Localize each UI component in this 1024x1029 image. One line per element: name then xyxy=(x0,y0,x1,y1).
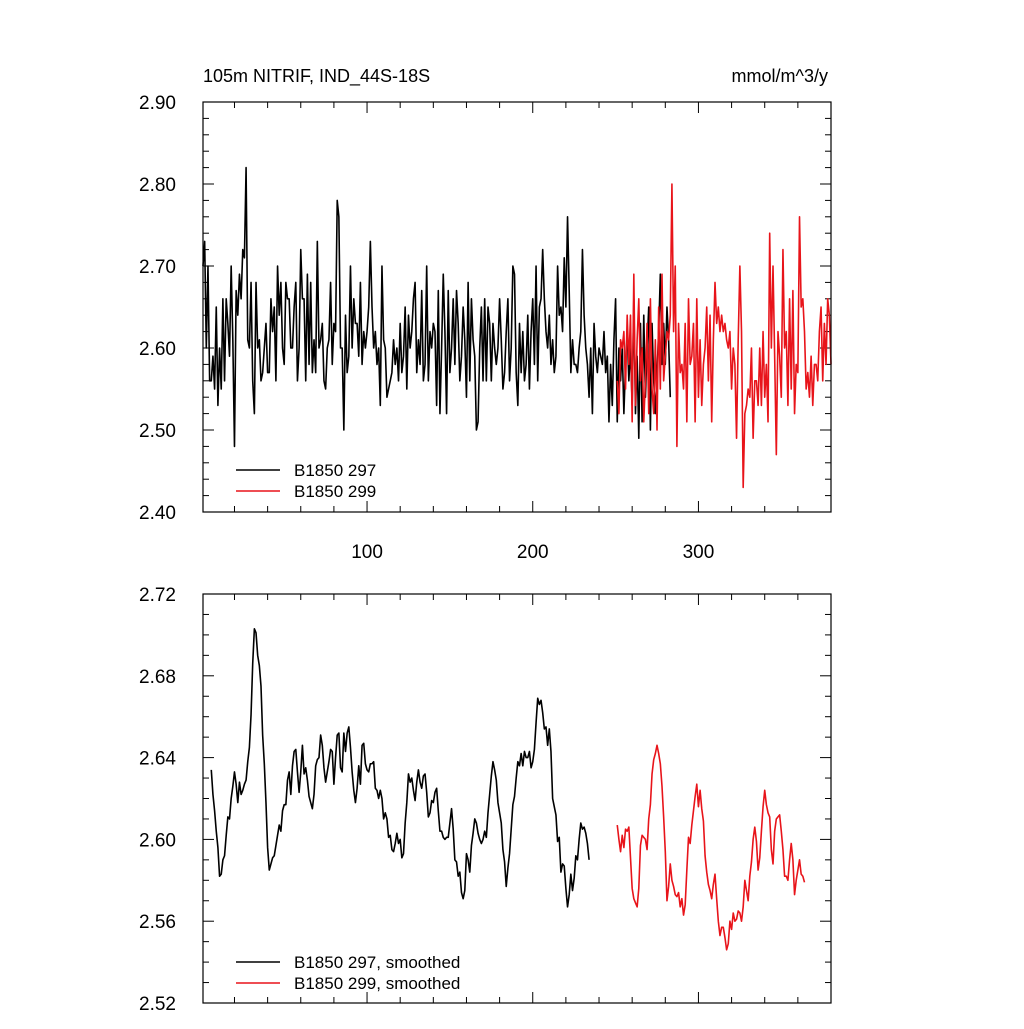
y-tick-label: 2.70 xyxy=(139,257,176,278)
series-line-0 xyxy=(210,627,590,908)
x-tick-label: 300 xyxy=(683,542,715,563)
y-tick-label: 2.52 xyxy=(139,994,176,1015)
top-axis-ticks xyxy=(203,101,832,513)
series-line-0 xyxy=(202,166,672,448)
y-tick-label: 2.50 xyxy=(139,421,176,442)
y-tick-label: 2.68 xyxy=(139,667,176,688)
top-legend: B1850 297 B1850 299 xyxy=(236,461,376,501)
top-panel: 2.40 2.50 2.60 2.70 2.80 2.90 100 200 30… xyxy=(139,93,832,563)
series-line-1 xyxy=(616,744,806,951)
series-line-1 xyxy=(616,183,832,489)
bottom-panel: 2.52 2.56 2.60 2.64 2.68 2.72 B1850 297,… xyxy=(139,585,832,1015)
legend-label-297-smoothed: B1850 297, smoothed xyxy=(294,953,460,972)
y-tick-label: 2.72 xyxy=(139,585,176,606)
y-tick-label: 2.60 xyxy=(139,830,176,851)
legend-label-299: B1850 299 xyxy=(294,482,376,501)
units-label: mmol/m^3/y xyxy=(732,66,828,86)
x-tick-label: 200 xyxy=(517,542,549,563)
y-tick-label: 2.80 xyxy=(139,175,176,196)
y-tick-label: 2.90 xyxy=(139,93,176,114)
bottom-series-lines xyxy=(210,627,806,951)
bottom-axis-ticks xyxy=(203,593,832,1004)
y-tick-label: 2.40 xyxy=(139,503,176,524)
top-x-tick-labels: 100 200 300 xyxy=(351,542,714,563)
legend-label-297: B1850 297 xyxy=(294,461,376,480)
top-series-lines xyxy=(202,166,832,489)
y-tick-label: 2.64 xyxy=(139,749,176,770)
y-tick-label: 2.60 xyxy=(139,339,176,360)
x-tick-label: 100 xyxy=(351,542,383,563)
legend-label-299-smoothed: B1850 299, smoothed xyxy=(294,974,460,993)
bottom-plot-frame xyxy=(202,593,832,1004)
bottom-legend: B1850 297, smoothed B1850 299, smoothed xyxy=(236,953,460,993)
y-tick-label: 2.56 xyxy=(139,912,176,933)
top-plot-frame xyxy=(202,101,832,513)
bottom-y-tick-labels: 2.52 2.56 2.60 2.64 2.68 2.72 xyxy=(139,585,176,1015)
chart-title: 105m NITRIF, IND_44S-18S xyxy=(203,66,430,87)
top-y-tick-labels: 2.40 2.50 2.60 2.70 2.80 2.90 xyxy=(139,93,176,524)
